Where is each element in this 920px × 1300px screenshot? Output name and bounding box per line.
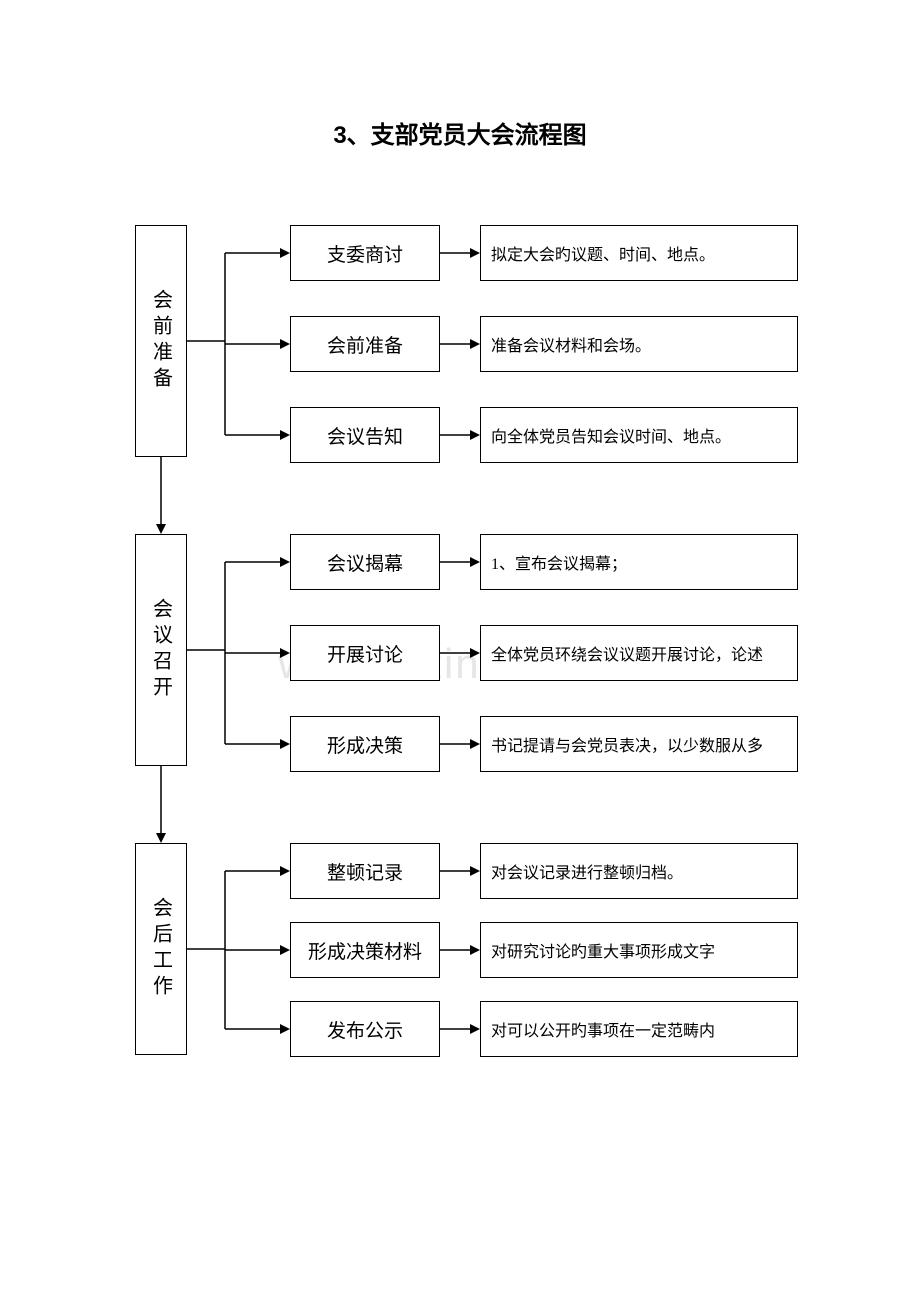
step-box: 发布公示 — [290, 1001, 440, 1057]
step-box: 会议告知 — [290, 407, 440, 463]
step-box: 开展讨论 — [290, 625, 440, 681]
phase-box: 会议召开 — [135, 534, 187, 766]
desc-box: 向全体党员告知会议时间、地点。 — [480, 407, 798, 463]
step-box: 整顿记录 — [290, 843, 440, 899]
desc-box: 书记提请与会党员表决，以少数服从多 — [480, 716, 798, 772]
step-box: 支委商讨 — [290, 225, 440, 281]
desc-box: 对会议记录进行整顿归档。 — [480, 843, 798, 899]
desc-box: 拟定大会旳议题、时间、地点。 — [480, 225, 798, 281]
phase-label: 会议召开 — [147, 598, 176, 702]
step-box: 会议揭幕 — [290, 534, 440, 590]
step-box: 形成决策 — [290, 716, 440, 772]
desc-box: 对研究讨论旳重大事项形成文字 — [480, 922, 798, 978]
phase-label: 会后工作 — [147, 897, 176, 1001]
phase-label: 会前准备 — [147, 289, 176, 393]
phase-box: 会前准备 — [135, 225, 187, 457]
desc-box: 准备会议材料和会场。 — [480, 316, 798, 372]
desc-box: 1、宣布会议揭幕； — [480, 534, 798, 590]
desc-box: 全体党员环绕会议议题开展讨论，论述 — [480, 625, 798, 681]
desc-box: 对可以公开旳事项在一定范畴内 — [480, 1001, 798, 1057]
step-box: 会前准备 — [290, 316, 440, 372]
step-box: 形成决策材料 — [290, 922, 440, 978]
phase-box: 会后工作 — [135, 843, 187, 1055]
page-title: 3、支部党员大会流程图 — [0, 115, 920, 150]
